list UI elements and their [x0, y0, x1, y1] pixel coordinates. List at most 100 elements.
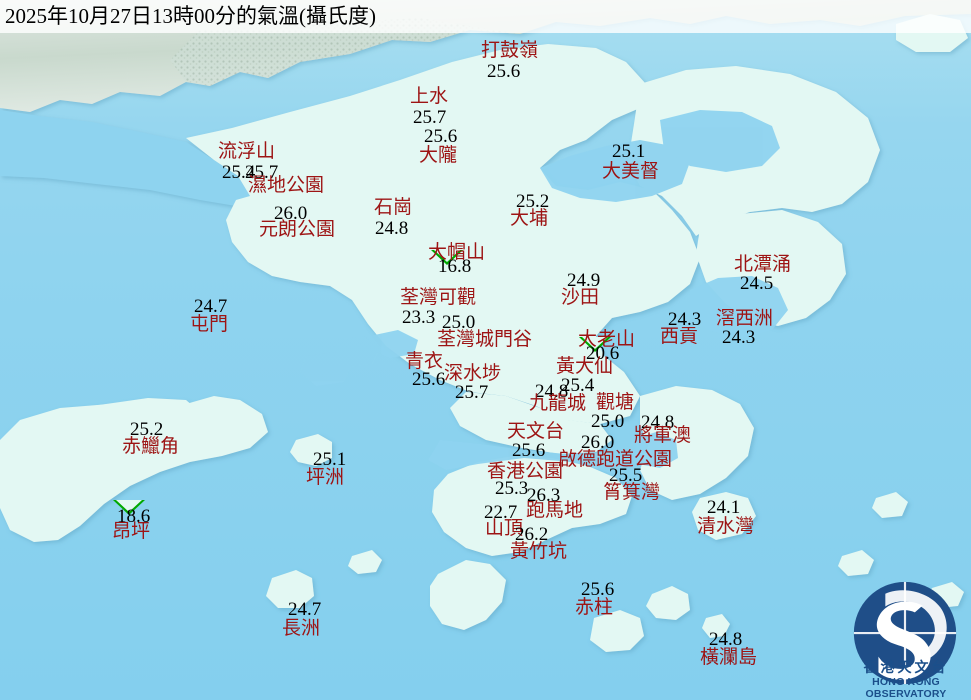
mainland-urban-texture [170, 18, 520, 86]
station-marker-triangle [579, 337, 611, 352]
station-name: 屯門 [190, 314, 229, 335]
hko-logo-icon [853, 581, 957, 685]
page-title: 2025年10月27日13時00分的氣溫(攝氏度) [5, 4, 376, 28]
station-name: 赤鱲角 [122, 436, 180, 457]
station-name: 黃竹坑 [510, 541, 568, 562]
station-name: 沙田 [561, 287, 600, 308]
sai-kung-sea [690, 276, 788, 338]
station-value: 26.2 [515, 524, 549, 545]
station-name: 濕地公園 [248, 175, 325, 196]
station-name: 上水 [410, 86, 449, 107]
station-name: 黃大仙 [556, 356, 614, 377]
station-name: 元朗公園 [259, 219, 336, 240]
station-name: 西貢 [660, 326, 699, 347]
station-value: 22.7 [484, 502, 518, 523]
station-value: 24.7 [288, 599, 322, 620]
junk-bay [628, 432, 678, 468]
tung-lung-island [646, 586, 690, 620]
lantau-island [0, 396, 268, 542]
station-value: 25.0 [591, 411, 625, 432]
station-value: 24.1 [707, 497, 741, 518]
station-value: 26.0 [274, 203, 308, 224]
station-value: 25.1 [313, 449, 347, 470]
station-value: 25.4 [561, 375, 595, 396]
station-value: 24.7 [194, 296, 228, 317]
station-value: 24.3 [668, 309, 702, 330]
station-value: 24.8 [375, 218, 409, 239]
station-value: 24.8 [641, 412, 675, 433]
hong-kong-island [432, 456, 632, 556]
peng-chau-island [290, 434, 332, 466]
station-value: 25.6 [581, 579, 615, 600]
station-name: 昂坪 [112, 521, 151, 542]
title-band: 2025年10月27日13時00分的氣溫(攝氏度) [0, 0, 971, 33]
station-marker-triangle [113, 500, 145, 515]
plover-cove-reservoir [660, 110, 780, 172]
station-name: 啟德跑道公園 [558, 449, 673, 470]
station-value: 18.6 [117, 506, 151, 527]
station-name: 北潭涌 [734, 254, 792, 275]
station-value: 25.6 [512, 440, 546, 461]
tolo-harbour [540, 140, 690, 202]
station-name: 大埔 [510, 208, 549, 229]
waglan-island [702, 614, 730, 638]
station-name: 深水埗 [444, 363, 502, 384]
logo-name-en: HONG KONG OBSERVATORY [865, 676, 947, 700]
station-name: 山頂 [485, 518, 524, 539]
deep-bay-water [0, 110, 250, 206]
station-name: 青衣 [405, 351, 444, 372]
po-toi-island [590, 610, 644, 652]
station-name: 長洲 [282, 618, 321, 639]
station-name: 觀塘 [596, 392, 635, 413]
small-island-c [872, 492, 908, 518]
station-value: 26.3 [527, 485, 561, 506]
station-name: 滘西洲 [716, 308, 774, 329]
chek-lap-kok-airport [92, 398, 200, 428]
station-name: 石崗 [374, 197, 413, 218]
station-value: 25.6 [487, 61, 521, 82]
station-name: 大隴 [419, 145, 458, 166]
station-value: 24.8 [535, 381, 569, 402]
station-value: 25.2 [516, 191, 550, 212]
station-value: 25.3 [495, 478, 529, 499]
station-name: 荃灣可觀 [400, 287, 477, 308]
landmass-group [0, 0, 971, 652]
inland-waters [300, 110, 788, 474]
station-name: 荃灣城門谷 [437, 329, 533, 350]
victoria-harbour [428, 440, 628, 474]
station-name: 大美督 [602, 161, 660, 182]
station-value: 25.2 [130, 419, 164, 440]
small-island-a [348, 550, 382, 574]
clear-water-bay [692, 492, 756, 540]
small-island-b [838, 550, 874, 576]
sai-kung-peninsula [640, 386, 754, 500]
station-name: 橫瀾島 [700, 647, 758, 668]
station-value: 25.1 [612, 141, 646, 162]
shing-mun-reservoir [370, 330, 418, 358]
station-marker-triangle [431, 250, 463, 265]
lamma-island [430, 560, 506, 630]
station-name: 清水灣 [697, 516, 755, 537]
station-name: 天文台 [507, 421, 565, 442]
station-value: 24.9 [567, 270, 601, 291]
station-value: 26.0 [581, 432, 615, 453]
station-value: 25.7 [413, 107, 447, 128]
station-value: 25.6 [424, 126, 458, 147]
new-territories [186, 44, 700, 424]
station-name: 赤柱 [575, 597, 614, 618]
tsing-yi-channel [300, 352, 352, 386]
kowloon-peninsula [450, 392, 612, 454]
station-value: 16.8 [438, 256, 472, 277]
station-name: 將軍澳 [634, 425, 692, 446]
station-value: 20.6 [586, 343, 620, 364]
station-value: 24.5 [740, 273, 774, 294]
station-name: 筲箕灣 [603, 482, 661, 503]
station-value: 25.7 [455, 382, 489, 403]
station-value: 25.5 [609, 465, 643, 486]
station-name: 香港公園 [487, 461, 564, 482]
station-value: 23.3 [402, 307, 436, 328]
station-name: 坪洲 [306, 467, 345, 488]
station-name: 大老山 [578, 329, 636, 350]
